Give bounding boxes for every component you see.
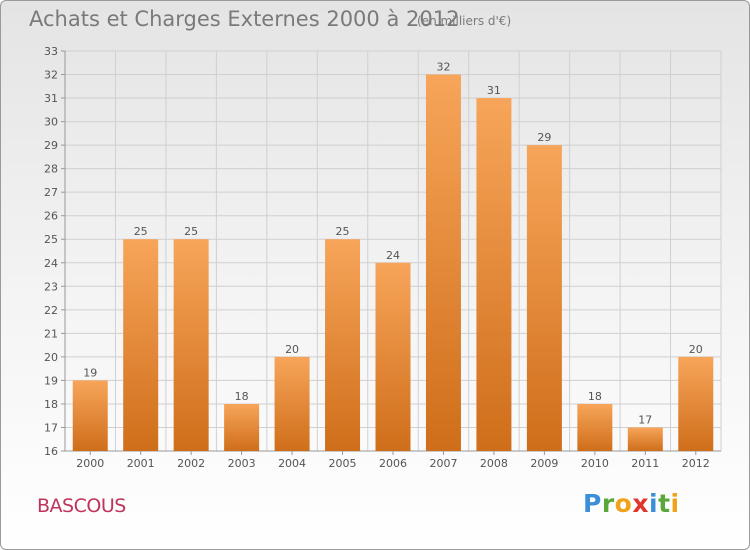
proxiti-logo[interactable]: Proxiti: [583, 489, 680, 518]
x-tick-label: 2000: [76, 457, 104, 470]
y-tick-label: 33: [44, 45, 58, 58]
bar: [526, 145, 562, 451]
x-tick-label: 2007: [429, 457, 457, 470]
data-label: 19: [83, 366, 97, 379]
logo-letter: P: [583, 489, 602, 518]
y-tick-label: 32: [44, 69, 58, 82]
bar: [627, 427, 663, 451]
x-tick-label: 2012: [682, 457, 710, 470]
chart-subtitle: (en milliers d'€): [417, 14, 512, 28]
data-label: 29: [537, 131, 551, 144]
x-tick-label: 2008: [480, 457, 508, 470]
logo-letter: x: [632, 489, 649, 518]
y-tick-label: 19: [44, 374, 58, 387]
data-label: 17: [638, 413, 652, 426]
y-tick-label: 18: [44, 398, 58, 411]
logo-letter: o: [614, 489, 633, 518]
y-tick-label: 26: [44, 210, 58, 223]
data-label: 24: [386, 249, 400, 262]
data-label: 31: [487, 84, 501, 97]
y-tick-label: 25: [44, 233, 58, 246]
bar: [325, 239, 361, 451]
y-tick-label: 17: [44, 421, 58, 434]
bar: [123, 239, 159, 451]
logo-letter: i: [670, 489, 680, 518]
x-tick-label: 2002: [177, 457, 205, 470]
bar: [577, 403, 613, 451]
bar: [173, 239, 209, 451]
x-tick-label: 2004: [278, 457, 306, 470]
y-tick-label: 30: [44, 116, 58, 129]
bar: [375, 262, 411, 451]
x-tick-label: 2005: [329, 457, 357, 470]
y-tick-label: 21: [44, 327, 58, 340]
y-tick-label: 22: [44, 304, 58, 317]
chart-title: Achats et Charges Externes 2000 à 2012: [29, 7, 460, 31]
y-tick-label: 27: [44, 186, 58, 199]
x-tick-label: 2001: [127, 457, 155, 470]
x-tick-label: 2009: [530, 457, 558, 470]
data-label: 18: [588, 390, 602, 403]
y-tick-label: 24: [44, 257, 58, 270]
data-label: 25: [184, 225, 198, 238]
bar: [72, 380, 108, 451]
x-tick-label: 2010: [581, 457, 609, 470]
commune-name: BASCOUS: [37, 495, 126, 517]
data-label: 25: [134, 225, 148, 238]
logo-letter: r: [601, 489, 615, 518]
y-tick-label: 28: [44, 163, 58, 176]
bar: [274, 356, 310, 451]
y-tick-label: 31: [44, 92, 58, 105]
x-tick-label: 2006: [379, 457, 407, 470]
logo-letter: i: [649, 489, 659, 518]
bar: [425, 74, 461, 451]
bar: [224, 403, 260, 451]
x-tick-label: 2003: [228, 457, 256, 470]
y-tick-label: 29: [44, 139, 58, 152]
y-tick-label: 23: [44, 280, 58, 293]
y-tick-label: 20: [44, 351, 58, 364]
y-tick-label: 16: [44, 445, 58, 458]
data-label: 20: [689, 343, 703, 356]
data-label: 20: [285, 343, 299, 356]
x-tick-label: 2011: [631, 457, 659, 470]
data-label: 32: [436, 61, 450, 74]
data-label: 18: [235, 390, 249, 403]
bar: [476, 98, 512, 451]
logo-letter: t: [658, 489, 671, 518]
bar: [678, 356, 714, 451]
data-label: 25: [336, 225, 350, 238]
